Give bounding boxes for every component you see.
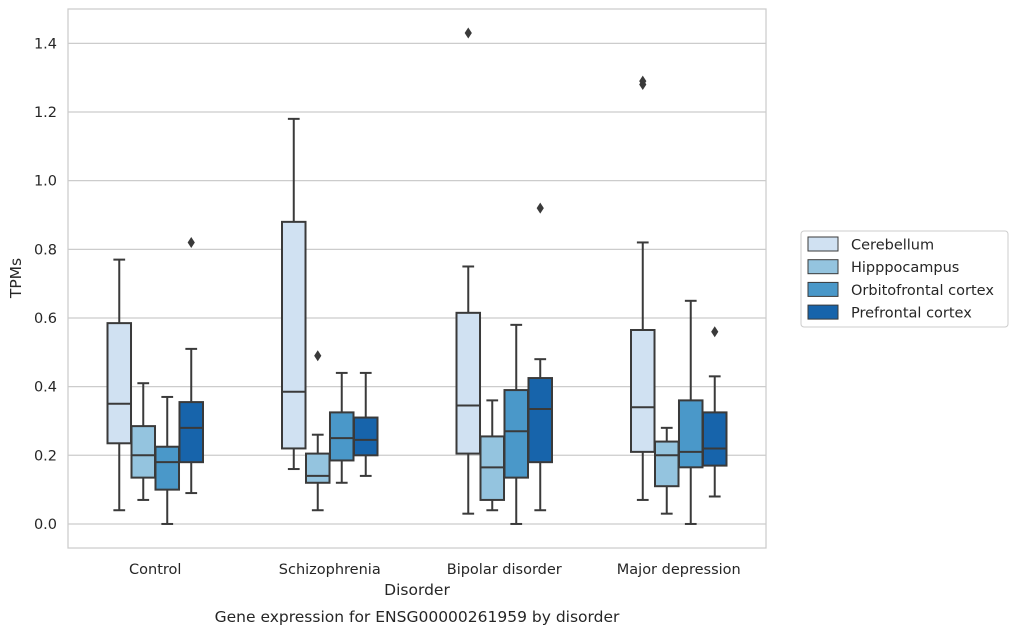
box-iqr bbox=[527, 377, 553, 464]
legend-label: Orbitofrontal cortex bbox=[851, 283, 994, 299]
box-iqr bbox=[328, 411, 355, 462]
y-tick-label: 1.4 bbox=[34, 36, 57, 52]
y-tick-label: 0.6 bbox=[34, 311, 57, 327]
box-iqr bbox=[653, 440, 680, 488]
y-tick-label: 0.0 bbox=[34, 517, 57, 533]
box-2-3 bbox=[527, 202, 553, 512]
outlier-point bbox=[711, 326, 719, 338]
chart-caption: Gene expression for ENSG00000261959 by d… bbox=[215, 608, 620, 626]
x-tick-label: Control bbox=[129, 562, 181, 578]
legend-swatch bbox=[807, 304, 839, 320]
legend-label: Prefrontal cortex bbox=[851, 306, 972, 322]
outlier-point bbox=[639, 75, 647, 87]
box-1-3 bbox=[352, 371, 379, 477]
legend-swatch bbox=[807, 259, 839, 275]
box-3-1 bbox=[653, 426, 680, 515]
outlier-point bbox=[314, 350, 322, 362]
box-0-1 bbox=[130, 382, 157, 501]
legend-frame bbox=[800, 230, 1009, 328]
box-plots bbox=[106, 27, 728, 525]
box-2-1 bbox=[479, 399, 506, 512]
box-iqr bbox=[304, 452, 331, 484]
box-iqr bbox=[154, 445, 181, 491]
x-tick-label: Schizophrenia bbox=[279, 562, 381, 578]
plot-area-frame bbox=[67, 8, 767, 549]
box-0-0 bbox=[106, 258, 133, 512]
box-3-2 bbox=[677, 299, 704, 525]
y-axis-label: TPMs bbox=[7, 258, 25, 299]
y-tick-label: 1.2 bbox=[34, 105, 57, 121]
y-tick-label: 1.0 bbox=[34, 174, 57, 190]
legend-swatch bbox=[807, 281, 839, 297]
y-tick-labels: 0.0 0.2 0.4 0.6 0.8 1.0 1.2 1.4 bbox=[34, 36, 57, 533]
box-iqr bbox=[455, 311, 482, 455]
box-2-2 bbox=[503, 323, 530, 525]
outlier-point bbox=[464, 27, 472, 39]
y-tick-label: 0.8 bbox=[34, 242, 57, 258]
legend: Cerebellum Hipppocampus Orbitofrontal cort… bbox=[800, 230, 1009, 328]
box-1-1 bbox=[304, 350, 331, 512]
legend-label: Hipppocampus bbox=[851, 260, 959, 276]
outlier-point bbox=[187, 236, 195, 248]
box-1-0 bbox=[281, 117, 307, 471]
x-tick-label: Major depression bbox=[617, 562, 741, 578]
x-tick-labels: Control Schizophrenia Bipolar disorder Majo… bbox=[129, 562, 741, 578]
box-iqr bbox=[130, 425, 157, 479]
legend-label: Cerebellum bbox=[851, 238, 934, 254]
outlier-point bbox=[536, 202, 544, 214]
box-0-2 bbox=[154, 395, 181, 525]
box-iqr bbox=[677, 399, 704, 469]
box-iqr bbox=[178, 401, 204, 464]
x-tick-label: Bipolar disorder bbox=[447, 562, 562, 578]
box-iqr bbox=[352, 416, 379, 457]
y-tick-label: 0.2 bbox=[34, 448, 57, 464]
legend-swatch bbox=[807, 236, 839, 252]
box-iqr bbox=[106, 322, 133, 445]
box-1-2 bbox=[328, 371, 355, 484]
box-2-0 bbox=[455, 27, 482, 515]
box-0-3 bbox=[178, 236, 204, 495]
box-3-0 bbox=[630, 75, 656, 501]
x-axis-label: Disorder bbox=[384, 581, 450, 599]
box-3-3 bbox=[701, 326, 728, 498]
box-iqr bbox=[630, 328, 656, 453]
y-tick-label: 0.4 bbox=[34, 380, 57, 396]
box-iqr bbox=[701, 411, 728, 467]
box-iqr bbox=[503, 389, 530, 479]
box-iqr bbox=[281, 220, 307, 450]
